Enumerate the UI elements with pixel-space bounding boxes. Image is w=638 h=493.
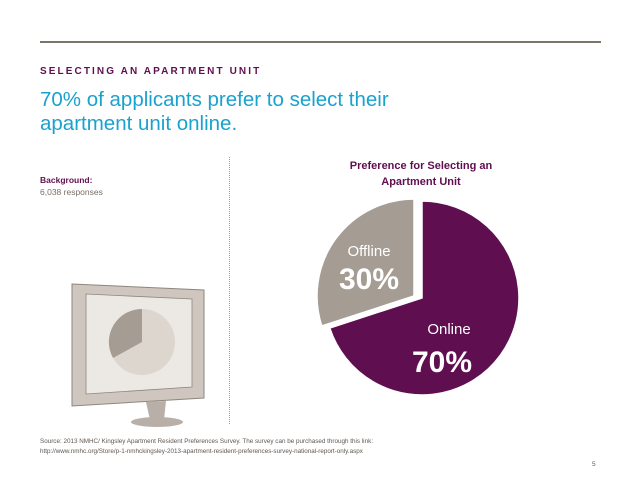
slice-value-offline: 30% (339, 263, 399, 296)
slice-value-online: 70% (412, 346, 472, 379)
slice-label-online: Online (427, 321, 470, 338)
section-label: SELECTING AN APARTMENT UNIT (40, 66, 262, 77)
pie-slice-online (328, 200, 520, 396)
background-value: 6,038 responses (40, 187, 103, 197)
chart-title: Preference for Selecting an Apartment Un… (349, 160, 493, 188)
slice-label-offline: Offline (347, 243, 390, 260)
column-divider (229, 157, 230, 424)
headline: 70% of applicants prefer to select their… (40, 88, 389, 135)
source-note: Source: 2013 NMHC/ Kingsley Apartment Re… (40, 437, 600, 457)
computer-monitor-icon (71, 283, 205, 427)
source-link[interactable]: http://www.nmhc.org/Store/p-1-nmhckingsl… (40, 448, 363, 455)
background-label: Background: (40, 175, 93, 185)
page-number: 5 (592, 461, 596, 468)
source-line-1: Source: 2013 NMHC/ Kingsley Apartment Re… (40, 438, 373, 445)
top-rule (40, 41, 601, 43)
pie-slice-offline (316, 198, 415, 327)
